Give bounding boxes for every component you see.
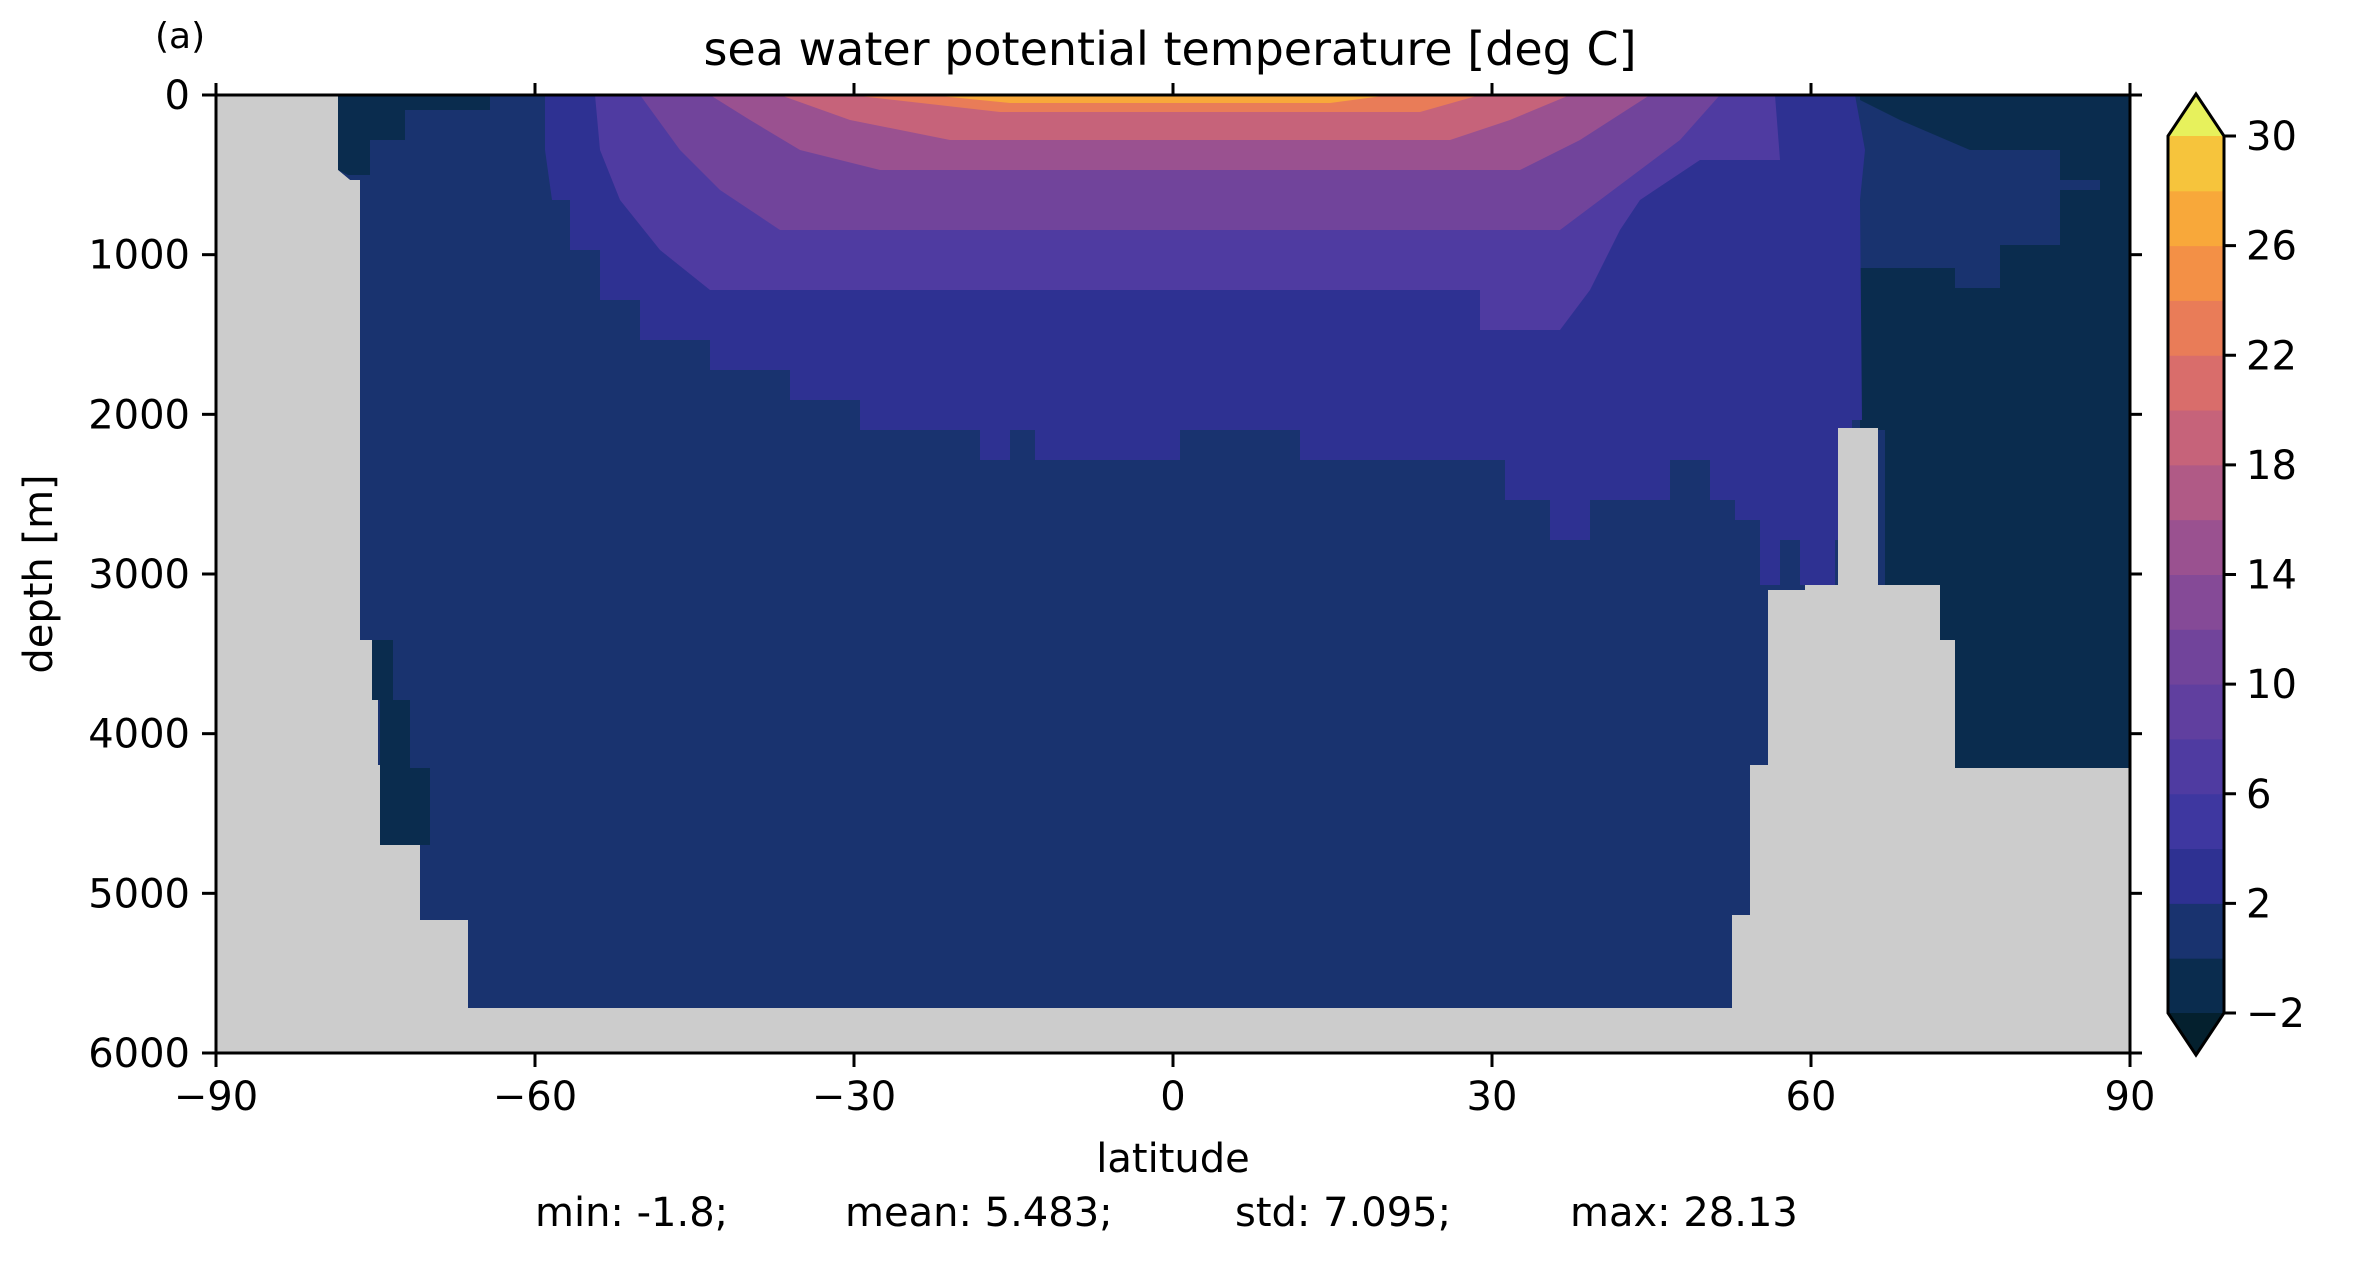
land-mask-south xyxy=(216,95,1732,1053)
colorbar-tick-label: 14 xyxy=(2246,553,2297,599)
chart-title: sea water potential temperature [deg C] xyxy=(703,22,1636,76)
colorbar-band xyxy=(2168,574,2224,630)
y-tick-label: 2000 xyxy=(88,392,190,438)
colorbar-tick-label: 22 xyxy=(2246,333,2297,379)
colorbar-band xyxy=(2168,300,2224,356)
colorbar-tick-label: 26 xyxy=(2246,224,2297,270)
colorbar-band xyxy=(2168,903,2224,959)
x-tick-label: −90 xyxy=(174,1074,258,1120)
x-tick-label: 60 xyxy=(1786,1074,1837,1120)
colorbar-band xyxy=(2168,410,2224,466)
colorbar-band xyxy=(2168,519,2224,575)
ocean-polar-south-bottom xyxy=(360,640,430,845)
colorbar-band xyxy=(2168,136,2224,192)
colorbar-band xyxy=(2168,958,2224,1014)
colorbar-band xyxy=(2168,355,2224,411)
y-tick-label: 0 xyxy=(165,73,190,119)
colorbar-extend-max xyxy=(2168,94,2224,136)
ocean-polar-south xyxy=(338,95,490,175)
colorbar-band xyxy=(2168,190,2224,247)
summary-stats: min: -1.8; mean: 5.483; std: 7.095; max:… xyxy=(0,1190,2362,1250)
colorbar-band xyxy=(2168,848,2224,904)
plot-area xyxy=(216,95,2130,1053)
x-tick-label: 90 xyxy=(2105,1074,2156,1120)
x-axis-label: latitude xyxy=(1096,1136,1249,1182)
stat-min: min: -1.8; xyxy=(535,1190,729,1236)
colorbar-tick-label: 2 xyxy=(2246,881,2271,927)
x-axis: −90 −60 −30 0 30 60 90 xyxy=(174,83,2156,1120)
colorbar-extend-min xyxy=(2168,1013,2224,1055)
colorbar-tick-label: 18 xyxy=(2246,443,2297,489)
x-tick-label: −60 xyxy=(493,1074,577,1120)
y-axis: 0 1000 2000 3000 4000 5000 6000 xyxy=(88,73,2142,1077)
colorbar-tick-label: 10 xyxy=(2246,662,2297,708)
y-tick-label: 5000 xyxy=(88,871,190,917)
y-tick-label: 6000 xyxy=(88,1031,190,1077)
stat-mean: mean: 5.483; xyxy=(845,1190,1113,1236)
colorbar-tick-label: 30 xyxy=(2246,114,2297,160)
x-tick-label: −30 xyxy=(812,1074,896,1120)
y-tick-label: 4000 xyxy=(88,712,190,758)
colorbar-band xyxy=(2168,793,2224,850)
colorbar-tick-label: −2 xyxy=(2246,991,2305,1037)
colorbar-band xyxy=(2168,738,2224,795)
colorbar-tick-label: 6 xyxy=(2246,772,2271,818)
colorbar-band xyxy=(2168,245,2224,301)
x-tick-label: 30 xyxy=(1467,1074,1518,1120)
x-tick-label: 0 xyxy=(1160,1074,1185,1120)
ocean-arctic-surface xyxy=(1860,95,2130,210)
stat-std: std: 7.095; xyxy=(1235,1190,1452,1236)
panel-label: (a) xyxy=(155,16,205,57)
land-mask-north xyxy=(1732,428,2130,1053)
ocean-polar-north xyxy=(1860,190,2130,840)
colorbar-band xyxy=(2168,464,2224,521)
colorbar-band xyxy=(2168,629,2224,685)
ocean-warm-26 xyxy=(930,95,1390,103)
stat-max: max: 28.13 xyxy=(1570,1190,1798,1236)
y-tick-label: 1000 xyxy=(88,233,190,279)
y-tick-label: 3000 xyxy=(88,552,190,598)
colorbar-band xyxy=(2168,684,2224,740)
y-axis-label: depth [m] xyxy=(16,474,62,673)
